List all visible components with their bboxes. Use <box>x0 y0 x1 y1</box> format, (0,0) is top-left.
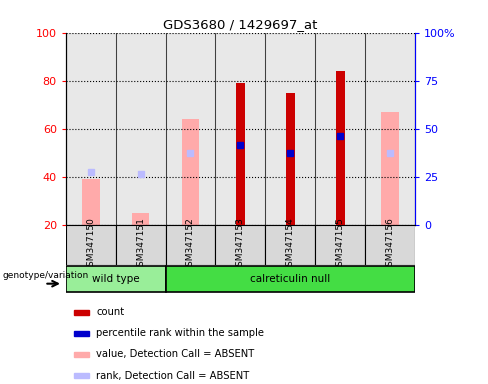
FancyBboxPatch shape <box>215 225 265 265</box>
Bar <box>132 213 149 225</box>
Text: genotype/variation: genotype/variation <box>2 271 88 280</box>
Bar <box>74 373 89 378</box>
Text: GSM347154: GSM347154 <box>285 217 295 272</box>
Text: GSM347153: GSM347153 <box>236 217 245 272</box>
Text: wild type: wild type <box>92 274 140 285</box>
Bar <box>365 33 415 225</box>
Bar <box>285 93 295 225</box>
Bar <box>381 112 399 225</box>
FancyBboxPatch shape <box>116 225 165 265</box>
Bar <box>74 352 89 357</box>
Bar <box>215 33 265 225</box>
Text: count: count <box>96 307 124 317</box>
Bar <box>66 33 116 225</box>
Bar <box>265 33 315 225</box>
Bar <box>336 71 345 225</box>
Bar <box>74 331 89 336</box>
Bar <box>182 119 199 225</box>
Title: GDS3680 / 1429697_at: GDS3680 / 1429697_at <box>163 18 318 31</box>
Bar <box>165 33 215 225</box>
Bar <box>116 33 165 225</box>
Text: GSM347152: GSM347152 <box>186 217 195 272</box>
Bar <box>82 179 100 225</box>
Text: rank, Detection Call = ABSENT: rank, Detection Call = ABSENT <box>96 371 249 381</box>
FancyBboxPatch shape <box>165 225 215 265</box>
Bar <box>74 310 89 315</box>
FancyBboxPatch shape <box>365 225 415 265</box>
FancyBboxPatch shape <box>66 225 116 265</box>
FancyBboxPatch shape <box>165 266 415 292</box>
Text: GSM347150: GSM347150 <box>86 217 95 272</box>
Text: value, Detection Call = ABSENT: value, Detection Call = ABSENT <box>96 349 254 359</box>
FancyBboxPatch shape <box>265 225 315 265</box>
Text: calreticulin null: calreticulin null <box>250 274 330 285</box>
Text: GSM347156: GSM347156 <box>386 217 394 272</box>
FancyBboxPatch shape <box>66 266 165 292</box>
Text: percentile rank within the sample: percentile rank within the sample <box>96 328 264 338</box>
FancyBboxPatch shape <box>315 225 365 265</box>
Text: GSM347155: GSM347155 <box>336 217 345 272</box>
Text: GSM347151: GSM347151 <box>136 217 145 272</box>
Bar <box>315 33 365 225</box>
Bar <box>236 83 245 225</box>
